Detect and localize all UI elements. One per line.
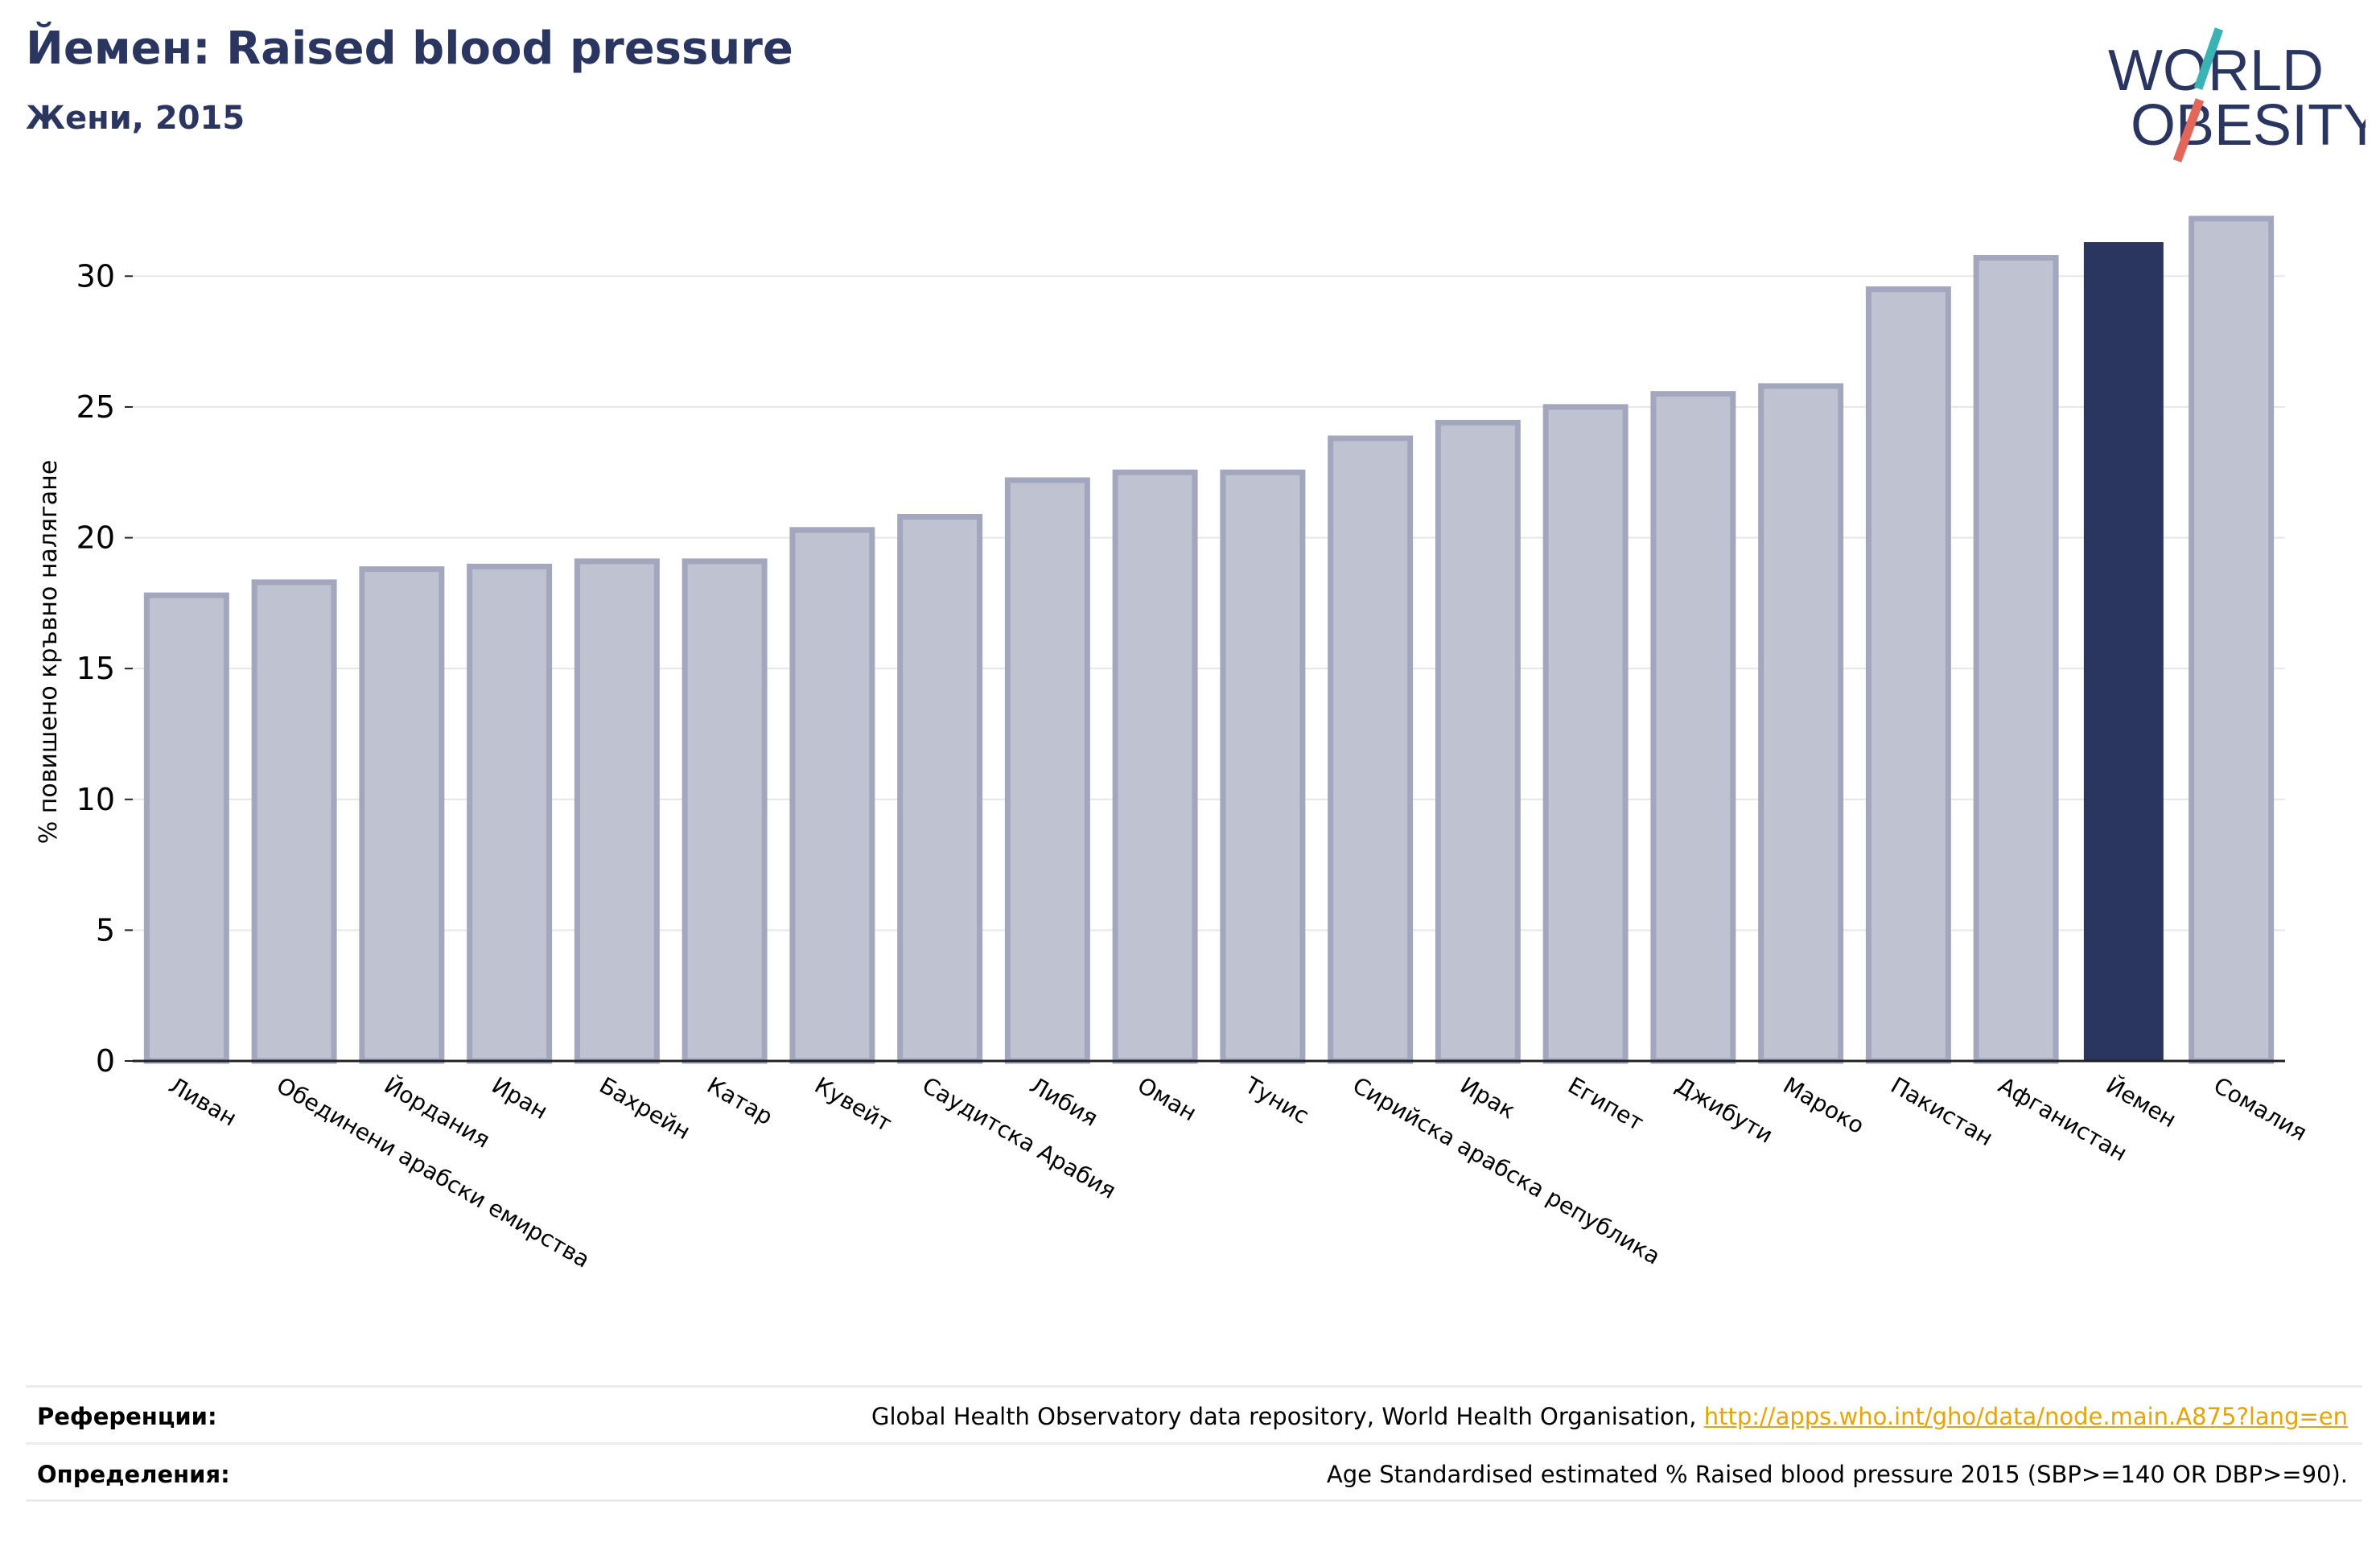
footer-divider-middle xyxy=(26,1442,2362,1445)
references-label: Референции: xyxy=(37,1403,217,1430)
x-tick-label-15: Мароко xyxy=(1779,1071,1869,1139)
x-tick-label-3: Иран xyxy=(488,1071,553,1125)
x-tick-label-9: Оман xyxy=(1133,1071,1201,1126)
chart-subtitle: Жени, 2015 xyxy=(26,100,245,137)
x-tick-label-4: Бахрейн xyxy=(595,1071,694,1145)
bar-16 xyxy=(1865,286,1951,1064)
x-tick-label-16: Пакистан xyxy=(1886,1071,1997,1151)
x-tick-label-6: Кувейт xyxy=(810,1071,896,1137)
bar-13 xyxy=(1542,404,1629,1064)
bar-6 xyxy=(789,527,875,1064)
grid-lines xyxy=(133,275,2285,931)
bar-5 xyxy=(681,558,768,1064)
x-axis-ticks: Ливан Обединени арабски емирстваЙорданияИ… xyxy=(164,1071,2312,1273)
definitions-label: Определения: xyxy=(37,1461,230,1488)
bar-chart: 0 5 10 15 20 25 30 Ливан Обединени арабски емир… xyxy=(35,216,2312,1273)
bar-19 xyxy=(2189,216,2275,1064)
y-tick-label-1: 5 xyxy=(96,912,115,948)
references-text: Global Health Observatory data repositor… xyxy=(871,1403,2348,1430)
x-tick-label-10: Тунис xyxy=(1240,1071,1313,1129)
footer-divider-bottom xyxy=(26,1499,2362,1502)
y-axis-label: % повишено кръвно налягане xyxy=(35,460,63,845)
logo-text-obesity: OBESITY xyxy=(2131,93,2366,158)
y-tick-label-5: 25 xyxy=(76,389,115,425)
logo-slash-red xyxy=(2172,98,2205,162)
bar-8 xyxy=(1004,477,1090,1064)
bar-12 xyxy=(1435,419,1521,1064)
bar-4 xyxy=(574,558,660,1064)
x-tick-label-14: Джибути xyxy=(1671,1071,1777,1148)
y-tick-label-0: 0 xyxy=(96,1043,115,1079)
bar-17 xyxy=(1973,255,2059,1064)
bar-9 xyxy=(1112,469,1198,1064)
y-tick-label-3: 15 xyxy=(76,651,115,686)
y-tick-label-2: 10 xyxy=(76,782,115,817)
x-tick-label-18: Йемен xyxy=(2102,1071,2181,1133)
references-source: Global Health Observatory data repositor… xyxy=(871,1403,1704,1430)
footer-divider-top xyxy=(26,1385,2362,1388)
chart-title: Йемен: Raised blood pressure xyxy=(26,23,793,75)
bar-10 xyxy=(1220,469,1306,1064)
y-tick-label-4: 20 xyxy=(76,520,115,556)
y-axis-ticks: 0 5 10 15 20 25 30 xyxy=(76,258,133,1079)
y-tick-label-6: 30 xyxy=(76,258,115,294)
bar-14 xyxy=(1650,391,1736,1064)
bar-18 xyxy=(2083,242,2164,1061)
x-tick-label-12: Ирак xyxy=(1456,1071,1520,1124)
bars xyxy=(143,216,2275,1064)
bar-15 xyxy=(1758,383,1844,1064)
bar-1 xyxy=(251,579,337,1064)
x-tick-label-0: Ливан xyxy=(164,1071,241,1131)
bar-2 xyxy=(359,566,445,1064)
logo-slash-teal xyxy=(2193,27,2224,90)
world-obesity-logo: WORLD OBESITY xyxy=(2108,27,2366,162)
bar-0 xyxy=(143,592,229,1064)
bar-3 xyxy=(467,563,553,1064)
bar-7 xyxy=(897,514,983,1064)
x-tick-label-8: Либия xyxy=(1025,1071,1102,1131)
x-tick-label-13: Египет xyxy=(1563,1071,1648,1136)
x-tick-label-19: Сомалия xyxy=(2209,1071,2312,1146)
bar-11 xyxy=(1328,435,1414,1064)
definitions-text: Age Standardised estimated % Raised bloo… xyxy=(1326,1461,2348,1488)
references-link[interactable]: http://apps.who.int/gho/data/node.main.A… xyxy=(1703,1403,2348,1430)
x-tick-label-5: Катар xyxy=(702,1071,777,1130)
x-tick-label-7: Саудитска Арабия xyxy=(918,1071,1121,1204)
